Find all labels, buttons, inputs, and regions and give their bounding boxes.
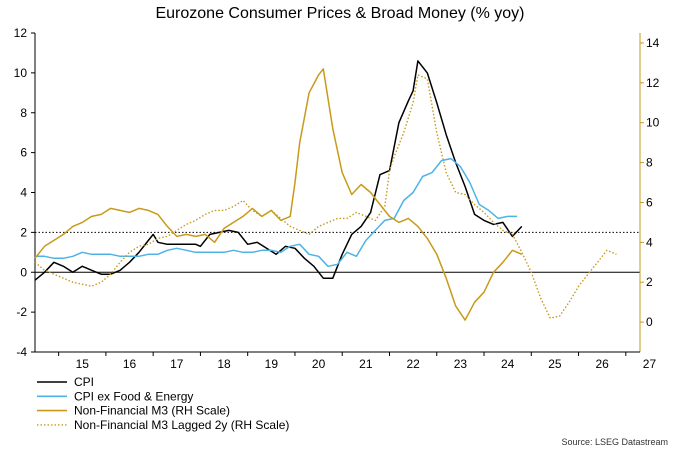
left-tick-label: 6 <box>20 146 27 160</box>
left-tick-label: 12 <box>14 26 28 40</box>
left-tick-label: 8 <box>20 106 27 120</box>
x-tick-label: 21 <box>359 357 373 371</box>
left-tick-label: 0 <box>20 265 27 279</box>
chart-title: Eurozone Consumer Prices & Broad Money (… <box>155 5 524 22</box>
x-tick-label: 16 <box>123 357 137 371</box>
reference-lines <box>35 231 640 273</box>
x-tick-label: 26 <box>596 357 610 371</box>
right-tick-label: 2 <box>646 275 653 289</box>
x-tick-label: 20 <box>312 357 326 371</box>
x-tick-label: 23 <box>454 357 468 371</box>
series-line-3 <box>34 74 617 319</box>
series-line-2 <box>34 68 523 321</box>
right-tick-label: 4 <box>646 235 653 249</box>
left-tick-label: 4 <box>20 186 27 200</box>
x-tick-label: 15 <box>76 357 90 371</box>
x-tick-label: 25 <box>548 357 562 371</box>
left-tick-label: -2 <box>16 305 27 319</box>
x-tick-label: 27 <box>643 357 657 371</box>
right-tick-label: 12 <box>646 76 660 90</box>
right-tick-label: 8 <box>646 156 653 170</box>
left-tick-label: -4 <box>16 345 27 359</box>
series-line-1 <box>35 157 518 268</box>
x-tick-label: 18 <box>217 357 231 371</box>
right-tick-label: 0 <box>646 315 653 329</box>
legend-label: Non-Financial M3 Lagged 2y (RH Scale) <box>74 418 289 432</box>
series-line-0 <box>34 60 523 281</box>
right-tick-label: 6 <box>646 195 653 209</box>
x-tick-label: 24 <box>501 357 515 371</box>
x-tick-label: 19 <box>265 357 279 371</box>
left-tick-label: 2 <box>20 225 27 239</box>
right-tick-label: 14 <box>646 36 660 50</box>
left-tick-label: 10 <box>14 66 28 80</box>
legend-label: CPI ex Food & Energy <box>74 389 193 403</box>
legend-label: CPI <box>74 375 94 389</box>
source-note: Source: LSEG Datastream <box>561 437 668 447</box>
legend-label: Non-Financial M3 (RH Scale) <box>74 404 230 418</box>
series-lines <box>34 60 617 321</box>
right-tick-label: 10 <box>646 116 660 130</box>
x-tick-label: 22 <box>406 357 420 371</box>
x-tick-label: 17 <box>170 357 184 371</box>
